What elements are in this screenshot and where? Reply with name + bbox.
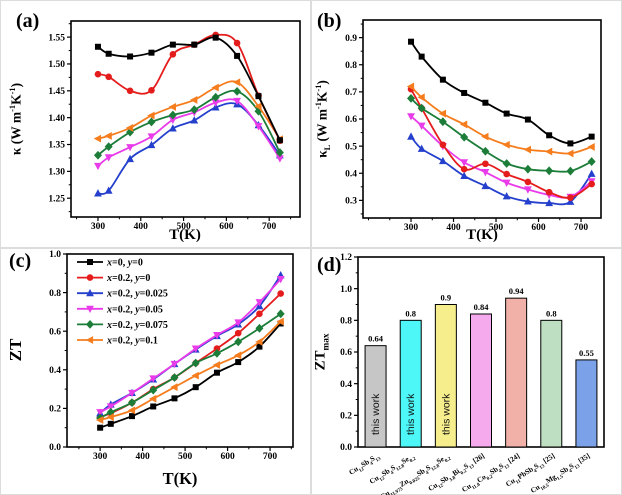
svg-text:300: 300 bbox=[93, 452, 108, 462]
panel-a-tag: (a) bbox=[16, 10, 40, 32]
svg-text:1.50: 1.50 bbox=[48, 60, 65, 70]
svg-text:500: 500 bbox=[489, 223, 504, 233]
panel-b-x-axis-title: T(K) bbox=[466, 227, 498, 243]
svg-text:0.3: 0.3 bbox=[345, 197, 357, 207]
svg-text:Cu11.975Zn0.025Sb4S12.8Se0.2: Cu11.975Zn0.025Sb4S12.8Se0.2 bbox=[379, 451, 453, 495]
panel-d-chart: 0.0 0.2 0.4 0.6 0.8 1.0 1.2 0.64 this work Cu12Sb… bbox=[340, 253, 605, 495]
svg-text:700: 700 bbox=[262, 222, 277, 232]
svg-text:1.55: 1.55 bbox=[48, 33, 65, 43]
svg-text:0.2: 0.2 bbox=[49, 405, 61, 415]
svg-text:1.35: 1.35 bbox=[48, 141, 65, 151]
svg-text:0.6: 0.6 bbox=[340, 348, 352, 358]
svg-text:0.8: 0.8 bbox=[546, 308, 557, 318]
panel-c-y-axis-title: ZT bbox=[6, 338, 25, 362]
svg-text:600: 600 bbox=[220, 452, 235, 462]
svg-text:x=0.2, y=0.075: x=0.2, y=0.075 bbox=[106, 320, 168, 331]
svg-text:1.45: 1.45 bbox=[48, 87, 65, 97]
svg-text:0.8: 0.8 bbox=[49, 289, 61, 299]
panel-b-y-axis-title: κL (W m-1K-1) bbox=[313, 80, 333, 158]
panel-a-thermal-conductivity: 300 400 500 600 700 1.25 1.30 1.35 1.40 1.45 1.50 1… bbox=[0, 0, 311, 248]
svg-text:this work: this work bbox=[440, 393, 452, 435]
svg-text:x=0.2, y=0.05: x=0.2, y=0.05 bbox=[106, 304, 163, 315]
svg-text:0.84: 0.84 bbox=[474, 302, 490, 312]
svg-text:0.9: 0.9 bbox=[441, 293, 452, 303]
svg-text:0.0: 0.0 bbox=[49, 443, 61, 453]
svg-text:1.25: 1.25 bbox=[48, 194, 65, 204]
panel-d-ztmax-comparison: 0.0 0.2 0.4 0.6 0.8 1.0 1.2 0.64 this work Cu12Sb… bbox=[311, 248, 622, 495]
svg-text:0.6: 0.6 bbox=[49, 327, 61, 337]
panel-c-x-axis-title: T(K) bbox=[162, 469, 198, 488]
panel-c-chart: 300 400 500 600 700 0.0 0.2 0.4 0.6 0.8 1.0 x=0, y=… bbox=[49, 250, 294, 462]
svg-text:0.9: 0.9 bbox=[345, 34, 357, 44]
svg-text:0.55: 0.55 bbox=[579, 348, 594, 358]
svg-text:0.4: 0.4 bbox=[340, 380, 352, 390]
svg-text:500: 500 bbox=[178, 452, 193, 462]
svg-text:1.40: 1.40 bbox=[48, 114, 65, 124]
svg-text:0.0: 0.0 bbox=[340, 443, 352, 453]
svg-text:0.6: 0.6 bbox=[345, 115, 357, 125]
svg-text:400: 400 bbox=[135, 452, 150, 462]
svg-text:600: 600 bbox=[219, 222, 234, 232]
svg-text:0.2: 0.2 bbox=[340, 412, 352, 422]
svg-text:0.8: 0.8 bbox=[340, 317, 352, 327]
panel-d-y-axis-title: ZTmax bbox=[312, 333, 332, 371]
svg-text:300: 300 bbox=[91, 222, 106, 232]
panel-d-tag: (d) bbox=[317, 254, 342, 276]
panel-b-chart: 300 400 500 600 700 0.3 0.4 0.5 0.6 0.7 0.8 0.9 bbox=[345, 19, 602, 233]
svg-text:0.4: 0.4 bbox=[49, 366, 61, 376]
svg-text:x=0.2, y=0: x=0.2, y=0 bbox=[106, 273, 150, 284]
panel-a-chart: 300 400 500 600 700 1.25 1.30 1.35 1.40 1.45 1.50 1… bbox=[48, 20, 301, 232]
svg-text:700: 700 bbox=[574, 223, 589, 233]
svg-text:600: 600 bbox=[531, 223, 546, 233]
svg-text:0.8: 0.8 bbox=[405, 308, 416, 318]
svg-text:1.30: 1.30 bbox=[48, 168, 65, 178]
panel-b-lattice-thermal-conductivity: 300 400 500 600 700 0.3 0.4 0.5 0.6 0.7 0.8 0.9 (b)… bbox=[311, 0, 622, 248]
svg-text:x=0, y=0: x=0, y=0 bbox=[106, 258, 143, 269]
panel-c-tag: (c) bbox=[9, 250, 32, 272]
panel-a-y-axis-title: κ (W m-1K-1) bbox=[7, 82, 24, 156]
svg-text:0.64: 0.64 bbox=[368, 334, 384, 344]
svg-text:this work: this work bbox=[405, 393, 417, 435]
svg-text:400: 400 bbox=[446, 223, 461, 233]
svg-text:Cu12Sb4S13: Cu12Sb4S13 bbox=[347, 451, 382, 479]
svg-text:0.94: 0.94 bbox=[509, 286, 525, 296]
panel-b-tag: (b) bbox=[317, 10, 342, 32]
svg-text:700: 700 bbox=[263, 452, 278, 462]
panel-a-x-axis-title: T(K) bbox=[169, 227, 201, 243]
svg-text:400: 400 bbox=[134, 222, 149, 232]
svg-text:Cu12Sb4S12.8Se0.2: Cu12Sb4S12.8Se0.2 bbox=[368, 451, 418, 488]
svg-text:1.0: 1.0 bbox=[49, 250, 61, 260]
svg-text:1.0: 1.0 bbox=[340, 285, 352, 295]
svg-text:0.7: 0.7 bbox=[345, 88, 357, 98]
svg-text:this work: this work bbox=[370, 393, 382, 435]
panel-c-figure-of-merit: 300 400 500 600 700 0.0 0.2 0.4 0.6 0.8 1.0 x=0, y=… bbox=[0, 248, 311, 495]
svg-text:0.5: 0.5 bbox=[345, 142, 357, 152]
svg-text:x=0.2, y=0.1: x=0.2, y=0.1 bbox=[106, 336, 158, 347]
svg-text:1.2: 1.2 bbox=[340, 253, 352, 263]
svg-text:300: 300 bbox=[404, 223, 419, 233]
svg-text:0.4: 0.4 bbox=[345, 169, 357, 179]
svg-text:500: 500 bbox=[176, 222, 191, 232]
svg-text:x=0.2, y=0.025: x=0.2, y=0.025 bbox=[106, 289, 168, 300]
svg-text:0.8: 0.8 bbox=[345, 61, 357, 71]
svg-text:Cu10.5Mg1.5Sb4S13 [35]: Cu10.5Mg1.5Sb4S13 [35] bbox=[529, 451, 593, 495]
